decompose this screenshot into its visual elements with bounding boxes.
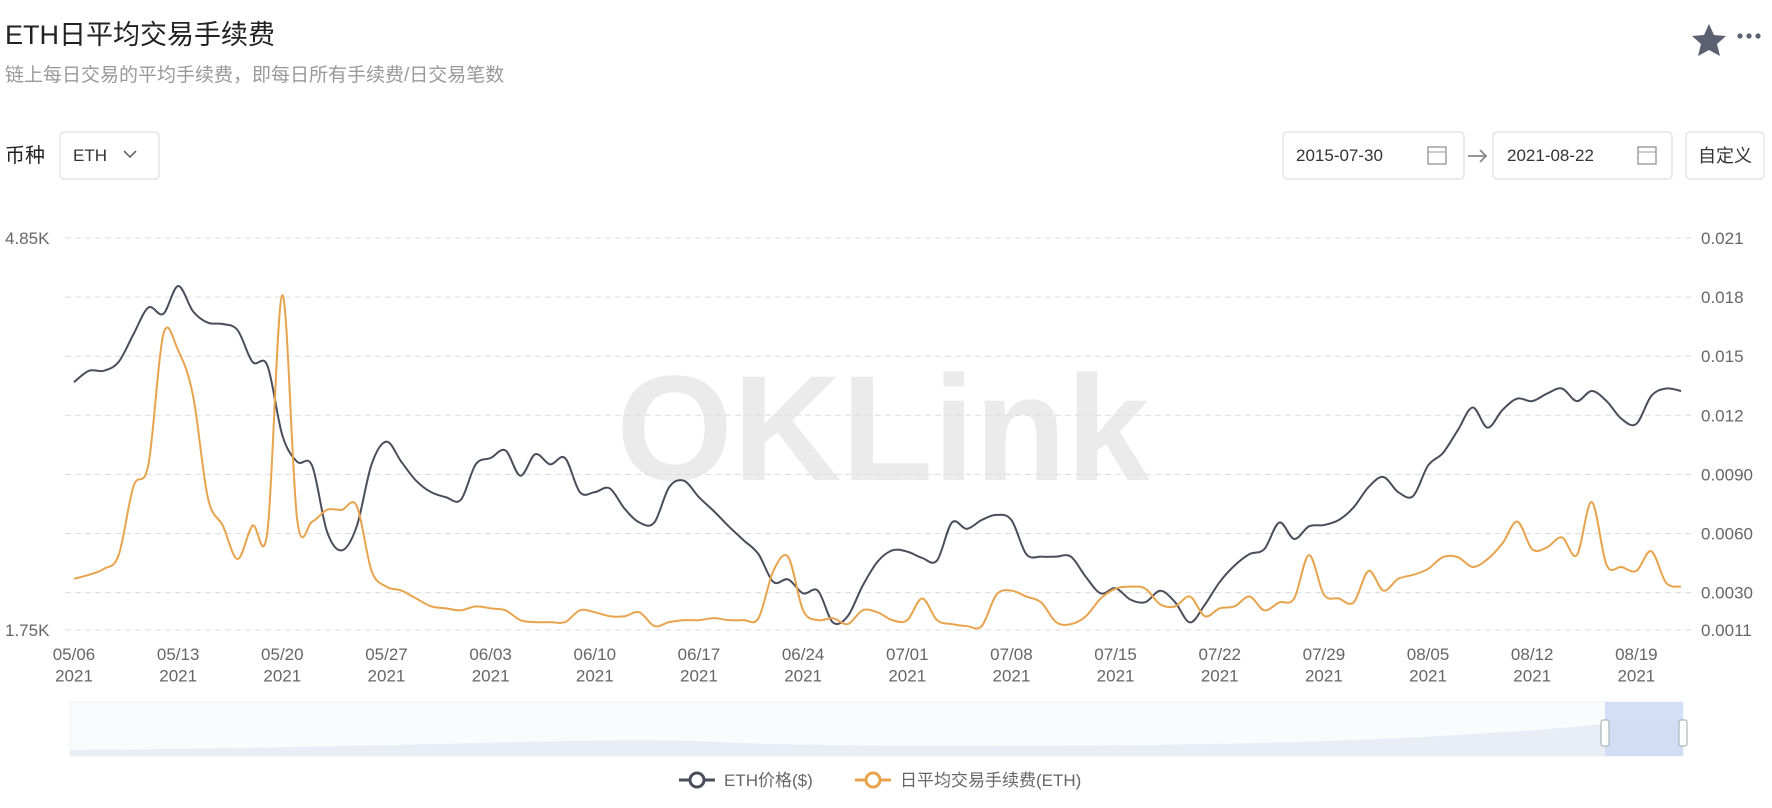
title: ETH日平均交易手续费 — [5, 20, 275, 50]
x-tick-label: 08/19 2021 — [1615, 645, 1658, 685]
star-icon[interactable] — [1692, 24, 1726, 56]
custom-text: 自定义 — [1698, 146, 1752, 166]
series-line — [73, 285, 1682, 626]
x-tick-label: 08/12 2021 — [1511, 645, 1554, 685]
custom-button[interactable]: 自定义 — [1685, 131, 1765, 180]
y2-tick-label: 0.0011 — [1701, 621, 1752, 640]
legend-marker — [688, 771, 706, 789]
start-date[interactable]: 2015-07-30 — [1282, 131, 1465, 180]
y2-tick-label: 0.018 — [1701, 288, 1744, 307]
subtitle: 链上每日交易的平均手续费，即每日所有手续费/日交易笔数 — [5, 64, 504, 86]
x-tick-label: 07/08 2021 — [990, 645, 1033, 685]
legend-marker — [864, 771, 882, 789]
zoom-slider[interactable] — [69, 701, 1688, 757]
x-tick-label: 07/01 2021 — [886, 645, 929, 685]
x-tick-label: 07/29 2021 — [1303, 645, 1346, 685]
coin-select[interactable]: ETH — [59, 131, 160, 180]
y2-tick-label: 0.015 — [1701, 347, 1744, 366]
x-tick-label: 06/24 2021 — [782, 645, 825, 685]
y-tick-label: 4.85K — [5, 229, 50, 248]
y-tick-label: 1.75K — [5, 621, 50, 640]
series-line — [73, 294, 1682, 630]
y2-tick-label: 0.0060 — [1701, 524, 1753, 543]
legend-item[interactable]: 日平均交易手续费(ETH) — [855, 771, 1081, 790]
x-tick-label: 08/05 2021 — [1407, 645, 1450, 685]
end-date-text: 2021-08-22 — [1507, 146, 1594, 165]
legend-label: ETH价格($) — [724, 771, 813, 790]
legend-label: 日平均交易手续费(ETH) — [900, 771, 1081, 790]
watermark: OKLink — [616, 344, 1150, 512]
x-tick-label: 05/06 2021 — [53, 645, 96, 685]
x-tick-label: 07/15 2021 — [1094, 645, 1137, 685]
range-arrow — [1468, 149, 1488, 163]
x-tick-label: 05/13 2021 — [157, 645, 200, 685]
coin-label: 币种 — [5, 144, 45, 167]
y2-tick-label: 0.012 — [1701, 406, 1744, 425]
legend-item[interactable]: ETH价格($) — [679, 771, 813, 790]
x-tick-label: 06/03 2021 — [469, 645, 512, 685]
x-tick-label: 06/17 2021 — [678, 645, 721, 685]
start-date-text: 2015-07-30 — [1296, 146, 1383, 165]
x-tick-label: 07/22 2021 — [1198, 645, 1241, 685]
y2-tick-label: 0.021 — [1701, 229, 1744, 248]
end-date[interactable]: 2021-08-22 — [1492, 131, 1673, 180]
more-icon[interactable] — [1737, 33, 1761, 39]
x-tick-label: 05/27 2021 — [365, 645, 408, 685]
y2-tick-label: 0.0030 — [1701, 584, 1753, 603]
x-tick-label: 06/10 2021 — [574, 645, 617, 685]
y2-tick-label: 0.0090 — [1701, 465, 1753, 484]
x-tick-label: 05/20 2021 — [261, 645, 304, 685]
coin-value: ETH — [73, 146, 107, 165]
